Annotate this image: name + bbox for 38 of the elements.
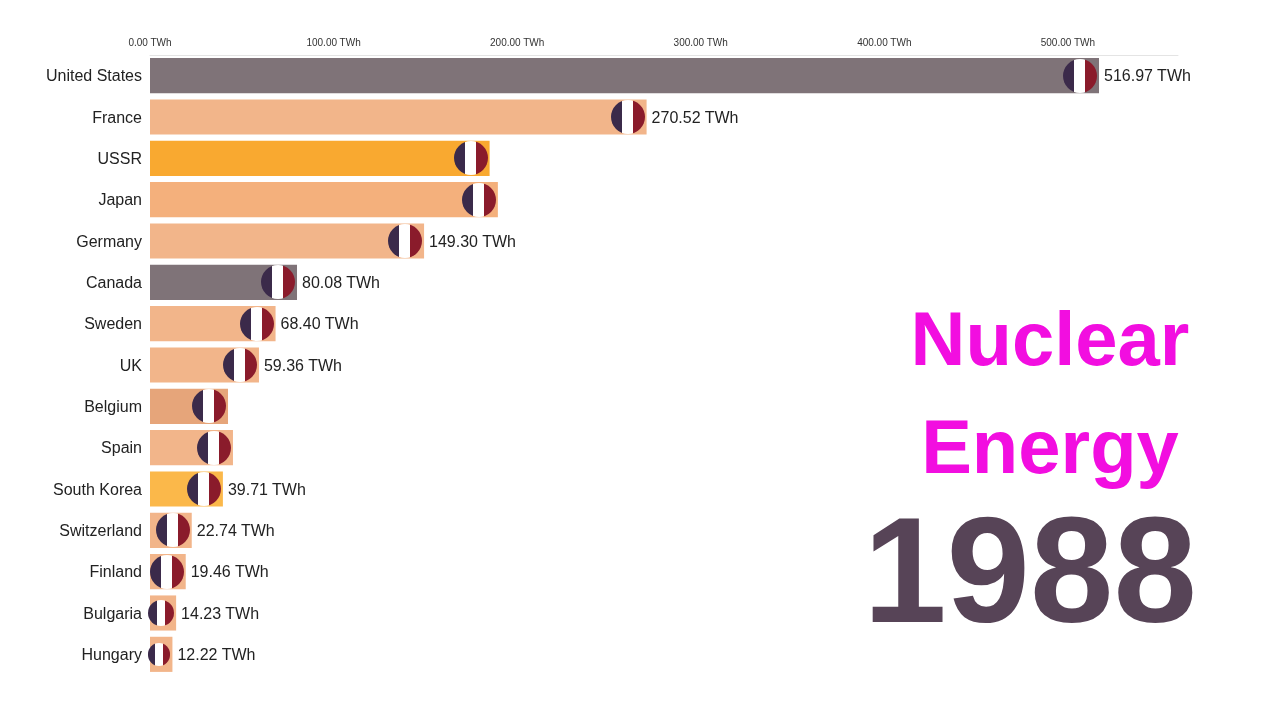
text: Nuclear Energy	[909, 295, 1191, 491]
y-tick-label: Hungary	[81, 645, 142, 663]
y-tick-label: USSR	[97, 149, 142, 167]
x-tick-label: 500.00 TWh	[1040, 36, 1096, 48]
y-tick-label: France	[92, 108, 143, 126]
y-tick-label: United States	[45, 67, 142, 85]
y-tick-label: Finland	[89, 563, 142, 581]
bar	[150, 58, 1100, 94]
data-label: 22.74 TWh	[196, 521, 275, 539]
x-tick-label: 200.00 TWh	[489, 36, 545, 48]
y-tick-label: Canada	[85, 273, 143, 291]
x-tick-label: 100.00 TWh	[306, 36, 361, 48]
bar	[150, 223, 425, 259]
y-tick-label: Germany	[76, 232, 142, 250]
bar	[150, 140, 490, 176]
y-tick-label: Switzerland	[59, 521, 142, 539]
data-label: 80.08 TWh	[302, 273, 380, 291]
y-tick-label: South Korea	[53, 480, 143, 498]
y-tick-label: Spain	[101, 439, 142, 457]
x-tick-label: 300.00 TWh	[673, 36, 728, 48]
y-tick-label: Japan	[98, 191, 142, 209]
x-tick-label: 0.00 TWh	[128, 36, 172, 48]
x-tick-label: 400.00 TWh	[857, 36, 912, 48]
y-tick-label: Bulgaria	[83, 604, 143, 622]
data-label: 14.23 TWh	[181, 604, 260, 622]
data-label: 59.36 TWh	[263, 356, 342, 374]
y-tick-label: Sweden	[84, 315, 142, 333]
data-label: 516.97 TWh	[1104, 67, 1191, 85]
bar	[150, 99, 647, 135]
data-label: 149.30 TWh	[429, 232, 516, 250]
data-label: 68.40 TWh	[280, 315, 359, 333]
y-tick-label: UK	[119, 356, 143, 374]
bar	[150, 182, 498, 218]
y-tick-label: Belgium	[84, 397, 142, 415]
data-label: 19.46 TWh	[190, 563, 269, 581]
data-label: 39.71 TWh	[227, 480, 306, 498]
data-label: 12.22 TWh	[177, 645, 256, 663]
data-label: 270.52 TWh	[651, 108, 739, 126]
